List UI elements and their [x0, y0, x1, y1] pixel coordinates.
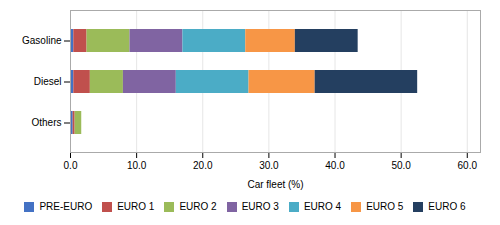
svg-text:Gasoline: Gasoline	[22, 35, 62, 46]
svg-text:Car fleet (%): Car fleet (%)	[247, 179, 303, 190]
svg-text:40.0: 40.0	[325, 160, 345, 171]
html-text:EURO 6: EURO 6	[428, 201, 466, 212]
html-text:EURO 5: EURO 5	[366, 201, 404, 212]
html-text:EURO 3: EURO 3	[241, 201, 279, 212]
svg-text:60.0: 60.0	[458, 160, 478, 171]
svg-text:10.0: 10.0	[127, 160, 147, 171]
html-text:PRE-EURO: PRE-EURO	[39, 201, 93, 212]
html-text:EURO 1: EURO 1	[117, 201, 155, 212]
html-text:EURO 4: EURO 4	[303, 201, 342, 212]
svg-text:30.0: 30.0	[259, 160, 279, 171]
svg-text:Diesel: Diesel	[34, 76, 62, 87]
svg-text:20.0: 20.0	[193, 160, 213, 171]
svg-text:0.0: 0.0	[64, 160, 78, 171]
svg-text:Others: Others	[31, 117, 61, 128]
html-text:EURO 2: EURO 2	[179, 201, 217, 212]
svg-text:50.0: 50.0	[391, 160, 411, 171]
